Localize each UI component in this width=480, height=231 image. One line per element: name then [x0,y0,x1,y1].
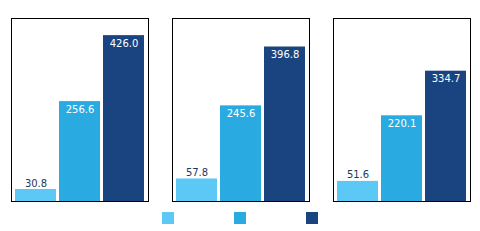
svg-text:256.6: 256.6 [66,104,95,115]
svg-text:426.0: 426.0 [110,38,139,49]
svg-text:51.6: 51.6 [347,169,369,180]
svg-text:57.8: 57.8 [186,167,208,178]
svg-text:334.7: 334.7 [432,73,461,84]
svg-text:396.8: 396.8 [271,49,300,60]
svg-text:30.8: 30.8 [25,178,47,189]
svg-text:220.1: 220.1 [388,118,417,129]
svg-text:245.6: 245.6 [227,108,256,119]
